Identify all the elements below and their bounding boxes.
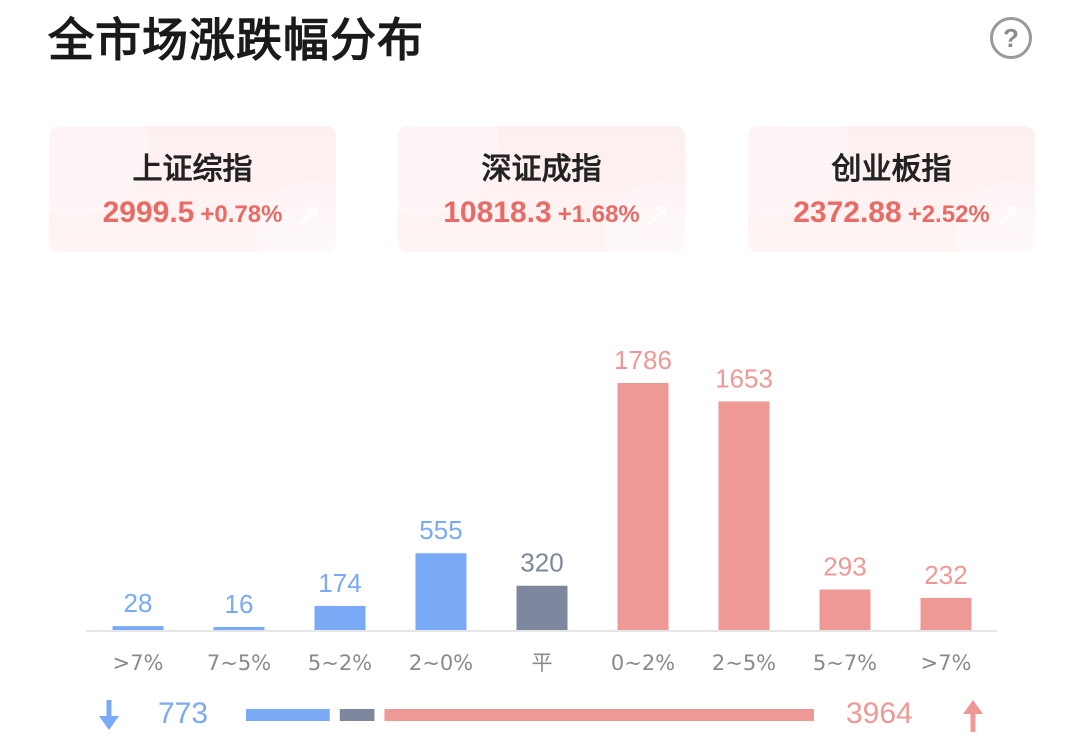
index-values: 2372.88 +2.52%: [748, 196, 1035, 230]
trend-up-icon: ↗: [642, 196, 672, 236]
bar-3: [415, 553, 467, 630]
index-values: 2999.5 +0.78%: [49, 196, 336, 230]
ratio-up-segment: [384, 709, 814, 721]
category-label: 5~7%: [813, 651, 877, 675]
category-label: 2~5%: [712, 651, 776, 675]
page-title: 全市场涨跌幅分布: [48, 13, 424, 67]
index-change: +2.52%: [907, 201, 990, 228]
bar-7: [819, 589, 871, 630]
ratio-flat-segment: [339, 709, 375, 721]
category-label: 0~2%: [611, 651, 675, 675]
index-card-shenzhen[interactable]: ↗ 深证成指 10818.3 +1.68%: [398, 126, 685, 252]
index-card-shanghai[interactable]: ↗ 上证综指 2999.5 +0.78%: [49, 126, 336, 252]
category-label: 2~0%: [409, 651, 473, 675]
bar-value-label: 555: [419, 515, 462, 545]
category-label: >7%: [113, 651, 164, 675]
bar-value-label: 16: [225, 589, 254, 619]
bar-value-label: 174: [318, 568, 361, 598]
bar-6: [718, 401, 770, 630]
index-change: +1.68%: [557, 201, 640, 228]
bar-0: [112, 626, 164, 630]
category-label: 平: [532, 651, 553, 675]
bar-2: [314, 605, 366, 630]
bar-value-label: 293: [823, 551, 866, 581]
index-card-chinext[interactable]: ↗ 创业板指 2372.88 +2.52%: [748, 126, 1035, 252]
index-name: 深证成指: [481, 152, 602, 187]
category-label: 5~2%: [308, 651, 372, 675]
index-name: 上证综指: [132, 152, 253, 187]
ratio-down-segment: [246, 709, 330, 721]
index-change: +0.78%: [200, 201, 283, 228]
index-value: 2999.5: [102, 196, 195, 229]
index-value: 2372.88: [793, 196, 902, 229]
category-label: 7~5%: [207, 651, 271, 675]
bar-value-label: 1786: [614, 345, 672, 375]
bar-value-label: 232: [924, 560, 967, 590]
index-values: 10818.3 +1.68%: [398, 196, 685, 230]
index-value: 10818.3: [443, 196, 552, 229]
bar-value-label: 28: [124, 588, 153, 618]
bar-value-label: 320: [520, 548, 563, 578]
bar-4: [516, 585, 568, 630]
bar-value-label: 1653: [715, 363, 773, 393]
up-down-ratio-bar: [246, 709, 814, 721]
category-label: >7%: [921, 651, 972, 675]
down-count: 773: [158, 697, 209, 730]
bar-5: [617, 383, 669, 630]
bar-8: [920, 597, 972, 630]
trend-up-icon: ↗: [293, 196, 323, 236]
bar-1: [213, 627, 265, 630]
question-circle-icon[interactable]: ?: [990, 17, 1032, 59]
trend-up-icon: ↗: [992, 196, 1022, 236]
index-name: 创业板指: [831, 152, 952, 187]
arrow-up-icon: [963, 700, 983, 732]
up-count: 3964: [846, 697, 913, 730]
arrow-down-icon: [99, 700, 119, 730]
